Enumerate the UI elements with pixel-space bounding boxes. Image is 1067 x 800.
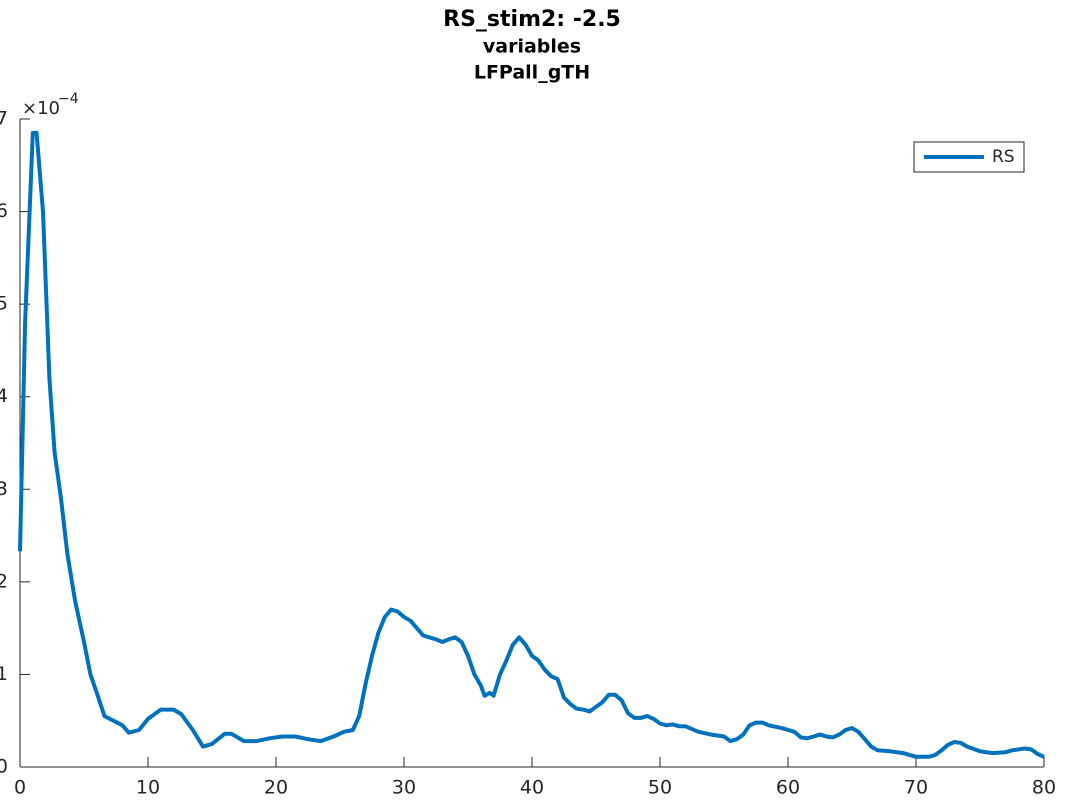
y-tick-label: 1 [0, 663, 8, 685]
chart-title: RS_stim2: -2.5 [443, 7, 621, 32]
y-tick-label: 3 [0, 478, 8, 500]
x-tick-label: 60 [776, 777, 800, 799]
y-tick-label: 2 [0, 570, 8, 592]
y-multiplier-exponent: −4 [58, 91, 79, 107]
y-tick-label: 4 [0, 385, 8, 407]
x-tick-label: 0 [14, 777, 26, 799]
x-tick-label: 40 [520, 777, 544, 799]
y-tick-label: 6 [0, 200, 8, 222]
x-tick-label: 50 [648, 777, 672, 799]
legend-label: RS [992, 147, 1015, 167]
y-tick-label: 0 [0, 756, 8, 778]
y-multiplier-base: ×10 [22, 98, 60, 119]
data-line [18, 130, 1045, 759]
x-tick-label: 30 [392, 777, 416, 799]
y-tick-label: 7 [0, 108, 8, 130]
chart-subtitle: variables [483, 36, 581, 58]
x-tick-label: 20 [264, 777, 288, 799]
x-tick-label: 70 [904, 777, 928, 799]
x-tick-label: 10 [136, 777, 160, 799]
chart-subtitle: LFPall_gTH [474, 62, 590, 84]
y-tick-label: 5 [0, 293, 8, 315]
x-tick-label: 80 [1032, 777, 1056, 799]
